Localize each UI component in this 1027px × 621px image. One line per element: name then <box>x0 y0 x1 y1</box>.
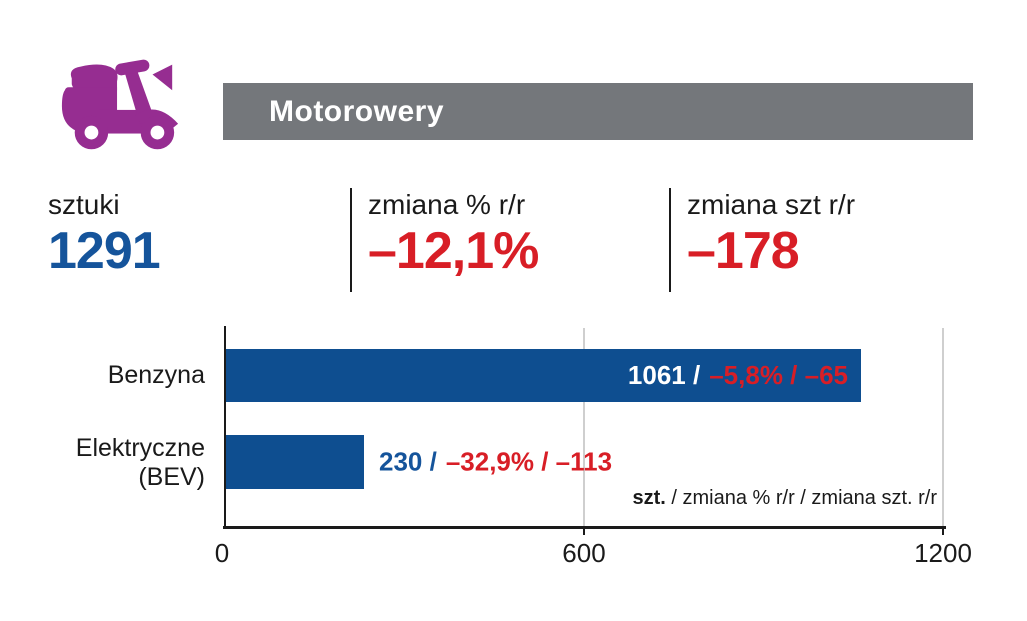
stat-units-label: sztuki <box>48 189 120 220</box>
stat-change-abs: zmiana szt r/r –178 <box>687 188 855 278</box>
stat-change-pct-label: zmiana % r/r <box>368 189 526 220</box>
bar-benzyna-change: –5,8% / –65 <box>709 360 848 390</box>
bar-elektryczne <box>226 435 364 489</box>
stat-units-value: 1291 <box>48 222 161 280</box>
gridline-600 <box>583 328 585 526</box>
category-label-line: Benzyna <box>107 361 205 389</box>
bar-benzyna-value: 1061 / <box>627 360 701 390</box>
category-label-benzyna: Benzyna <box>0 361 205 390</box>
bar-benzyna: 1061 / –5,8% / –65 <box>226 349 861 402</box>
bar-elektryczne-change: –32,9% / –113 <box>445 446 613 477</box>
stat-change-abs-value: –178 <box>687 222 800 280</box>
y-axis <box>224 326 226 527</box>
gridline-1200 <box>942 328 944 526</box>
bar-elektryczne-label: 230 / –32,9% / –113 <box>379 447 612 478</box>
category-label-line: (BEV) <box>138 463 205 491</box>
x-tick-label-1200: 1200 <box>914 538 972 568</box>
header-bar: Motorowery <box>223 83 973 140</box>
stat-change-abs-label: zmiana szt r/r <box>687 189 856 220</box>
bar-benzyna-label: 1061 / –5,8% / –65 <box>628 360 861 391</box>
x-axis-tick-1200 <box>942 526 944 535</box>
legend-note-rest: / zmiana % r/r / zmiana szt. r/r <box>665 487 937 509</box>
stat-divider <box>350 188 352 292</box>
stat-divider <box>669 188 671 292</box>
legend-note: szt. / zmiana % r/r / zmiana szt. r/r <box>632 487 937 510</box>
category-label-line: Elektryczne <box>75 434 205 462</box>
x-axis-tick-600 <box>583 526 585 535</box>
stat-change-pct-value: –12,1% <box>368 222 539 280</box>
legend-note-bold: szt. <box>632 487 666 509</box>
stat-units: sztuki 1291 <box>48 188 161 280</box>
x-tick-label-0: 0 <box>214 538 230 568</box>
bar-elektryczne-value: 230 / <box>379 446 437 477</box>
page-title: Motorowery <box>269 94 445 128</box>
scooter-icon <box>61 59 179 150</box>
x-tick-label-600: 600 <box>562 538 606 568</box>
stat-change-pct: zmiana % r/r –12,1% <box>368 188 539 280</box>
category-label-elektryczne: Elektryczne (BEV) <box>0 434 205 492</box>
